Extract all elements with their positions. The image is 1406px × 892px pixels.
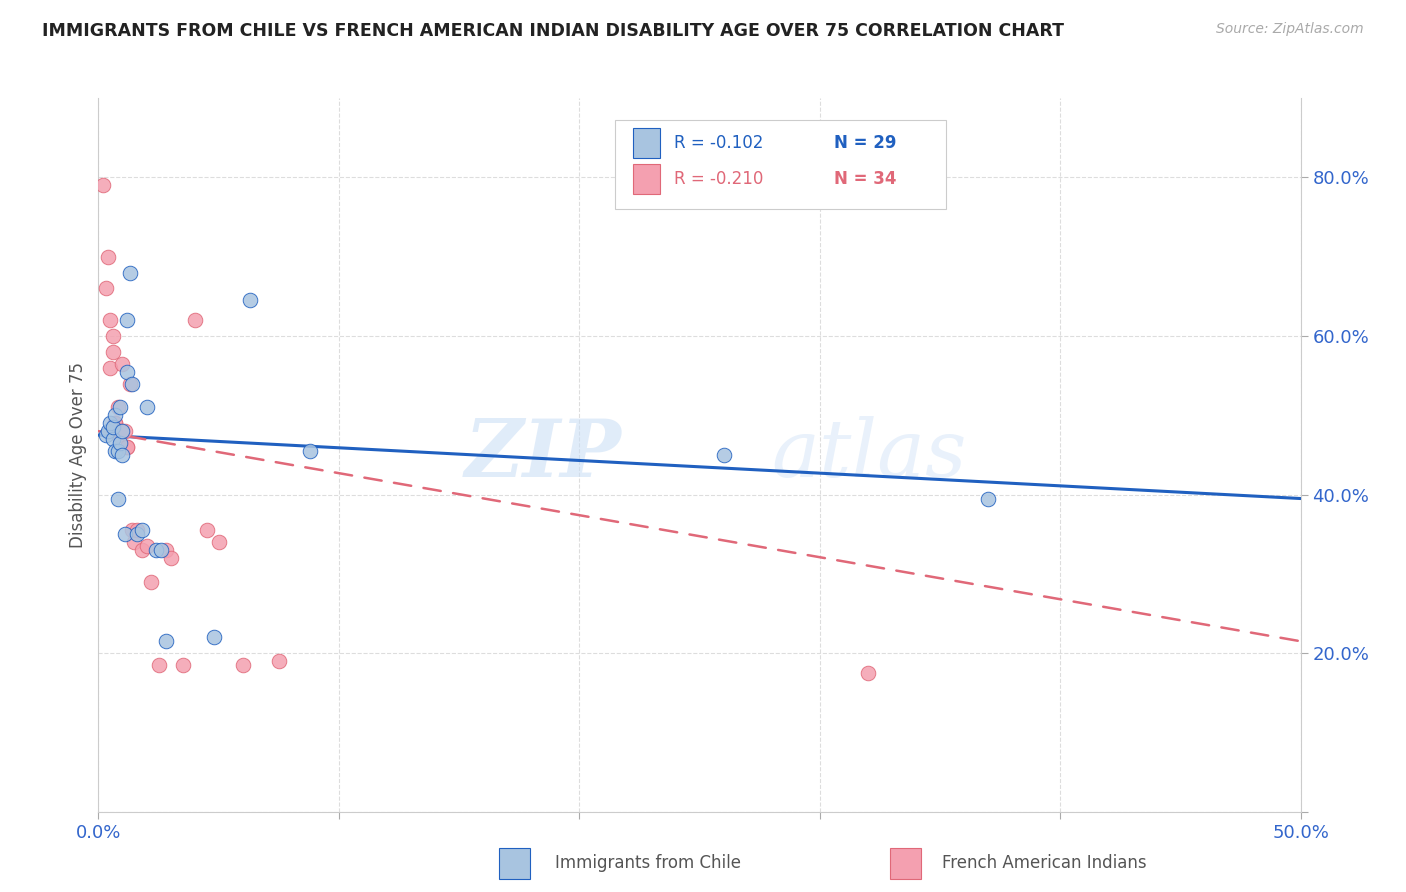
Point: [135, 401, 157, 415]
Point: [107, 444, 129, 458]
Point: [239, 293, 262, 308]
Point: [104, 444, 127, 458]
Text: R = -0.210: R = -0.210: [675, 169, 763, 187]
Point: [155, 634, 177, 648]
Point: [91, 178, 114, 193]
Point: [101, 344, 124, 359]
Point: [135, 539, 157, 553]
Point: [145, 543, 167, 558]
Point: [111, 448, 134, 462]
Point: [183, 313, 205, 327]
Bar: [633, 164, 659, 194]
Point: [100, 360, 122, 375]
Point: [117, 440, 139, 454]
Point: [111, 424, 134, 438]
Point: [104, 416, 127, 430]
Point: [195, 523, 218, 537]
Point: [104, 416, 127, 430]
Point: [100, 416, 122, 430]
Point: [148, 658, 170, 673]
Point: [104, 409, 127, 423]
Text: atlas: atlas: [772, 417, 967, 493]
Point: [713, 448, 735, 462]
Text: R = -0.102: R = -0.102: [675, 134, 763, 152]
Point: [94, 281, 117, 295]
Point: [117, 440, 139, 454]
Point: [298, 444, 321, 458]
Point: [121, 523, 143, 537]
Text: Source: ZipAtlas.com: Source: ZipAtlas.com: [1216, 22, 1364, 37]
Point: [159, 551, 181, 566]
Point: [111, 424, 134, 438]
Bar: [633, 128, 659, 158]
Point: [202, 630, 225, 644]
Point: [977, 491, 1000, 506]
Text: Immigrants from Chile: Immigrants from Chile: [555, 854, 741, 871]
Point: [101, 432, 124, 446]
Point: [100, 313, 122, 327]
Point: [125, 527, 148, 541]
Point: [101, 420, 124, 434]
Point: [125, 523, 148, 537]
Point: [107, 428, 129, 442]
Point: [117, 313, 139, 327]
Point: [856, 665, 879, 680]
Y-axis label: Disability Age Over 75: Disability Age Over 75: [69, 362, 87, 548]
Point: [101, 329, 124, 343]
Text: French American Indians: French American Indians: [942, 854, 1147, 871]
Point: [108, 436, 131, 450]
Point: [149, 543, 172, 558]
Point: [107, 491, 129, 506]
Point: [97, 250, 120, 264]
Point: [131, 523, 153, 537]
Point: [172, 658, 194, 673]
Point: [267, 654, 290, 668]
Point: [111, 357, 134, 371]
Point: [114, 527, 136, 541]
FancyBboxPatch shape: [616, 120, 946, 209]
Point: [118, 376, 141, 391]
Point: [107, 401, 129, 415]
Point: [155, 543, 177, 558]
Text: N = 34: N = 34: [834, 169, 897, 187]
Text: IMMIGRANTS FROM CHILE VS FRENCH AMERICAN INDIAN DISABILITY AGE OVER 75 CORRELATI: IMMIGRANTS FROM CHILE VS FRENCH AMERICAN…: [42, 22, 1064, 40]
Point: [131, 543, 153, 558]
Point: [208, 535, 231, 549]
Point: [141, 574, 163, 589]
Point: [232, 658, 254, 673]
Point: [117, 365, 139, 379]
Point: [97, 424, 120, 438]
Point: [114, 424, 136, 438]
Point: [118, 266, 141, 280]
Text: ZIP: ZIP: [464, 417, 621, 493]
Point: [108, 401, 131, 415]
Text: N = 29: N = 29: [834, 134, 897, 152]
Point: [124, 535, 146, 549]
Point: [108, 424, 131, 438]
Point: [121, 376, 143, 391]
Point: [94, 428, 117, 442]
